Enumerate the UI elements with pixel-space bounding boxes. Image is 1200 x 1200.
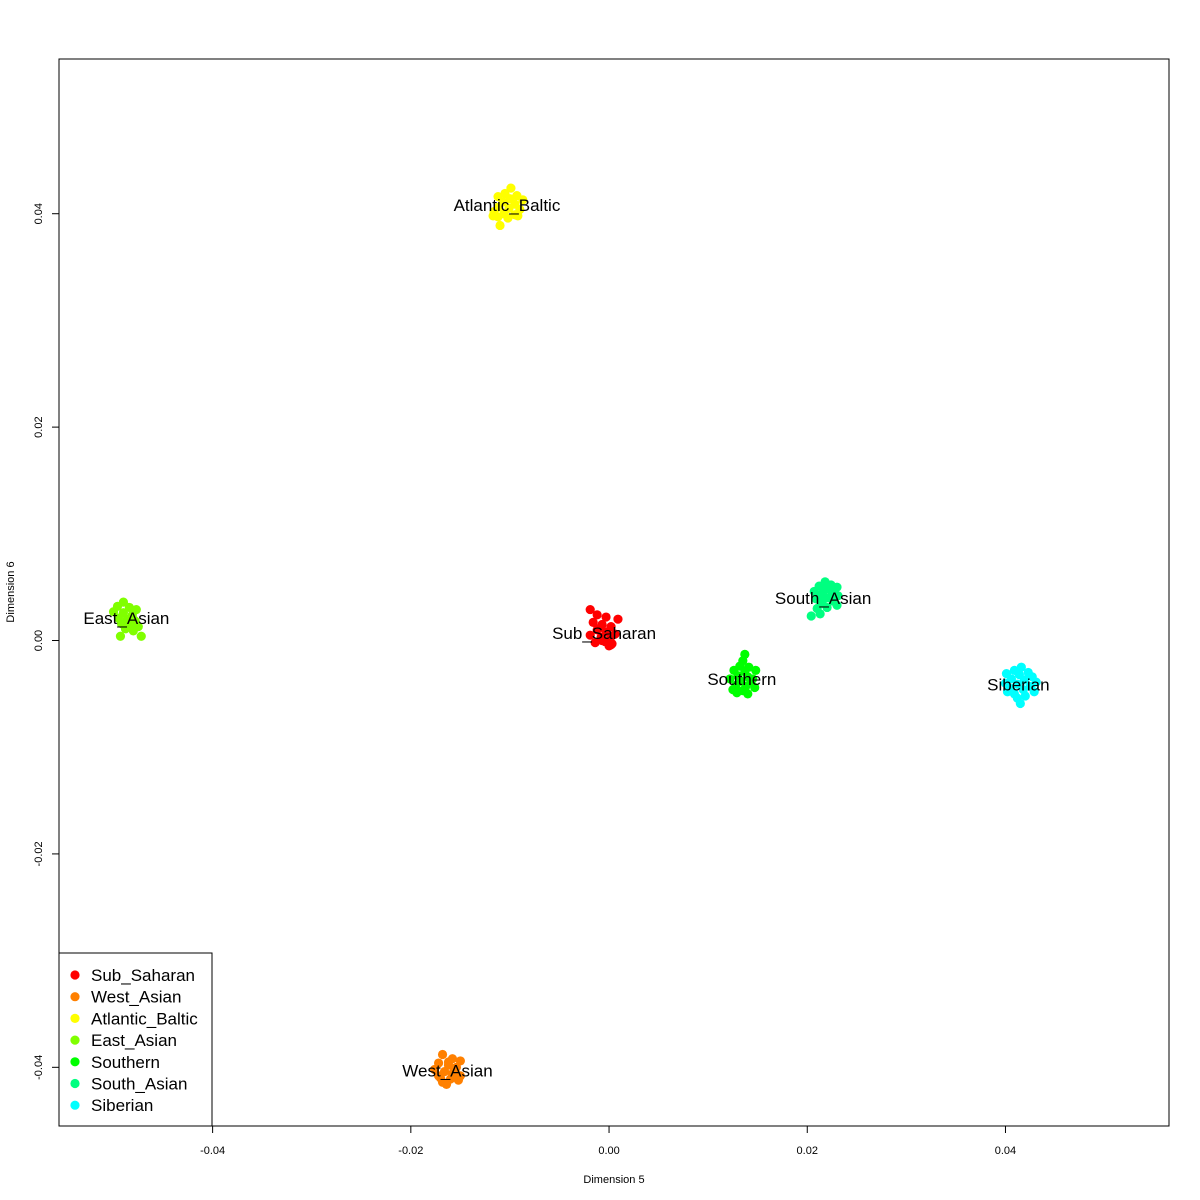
legend-label: Southern [91,1053,160,1072]
data-point [806,611,816,621]
x-tick-label: 0.00 [598,1145,619,1157]
cluster-labels: Sub_Saharan West_Asian Atlantic_Baltic East… [83,196,1049,1080]
data-point [809,586,819,597]
data-point [743,689,753,699]
data-point [585,604,595,615]
data-point [815,609,825,619]
y-tick-label: 0.04 [33,203,45,224]
data-point [604,641,614,651]
data-point [1019,675,1029,685]
data-point [129,615,139,625]
series-atlantic-baltic [488,183,528,231]
data-point [453,1075,464,1085]
y-axis: -0.04 -0.02 0.00 0.02 0.04 [33,203,60,1080]
data-point [597,635,607,646]
data-point [488,211,498,221]
data-point [513,211,523,221]
legend-label: West_Asian [91,988,181,1007]
legend-marker [70,992,80,1002]
x-tick-label: 0.02 [797,1145,818,1157]
x-tick-label: 0.04 [995,1145,1016,1157]
cluster-label: Sub_Saharan [552,624,656,643]
data-point [751,665,761,675]
data-point [1016,662,1026,672]
data-point [585,630,595,640]
series-sub-saharan [585,604,623,651]
data-point [1020,691,1030,701]
data-point [601,612,611,622]
data-point [750,682,760,693]
cluster-label: Southern [707,670,776,689]
y-tick-label: 0.00 [33,630,45,651]
data-point [822,602,832,613]
data-point [725,674,735,684]
legend-marker [70,1013,80,1024]
data-point [748,674,758,684]
data-point [590,638,600,648]
data-point [613,614,623,624]
data-point [592,610,602,620]
x-axis: -0.04 -0.02 0.00 0.02 0.04 [200,1125,1016,1157]
cluster-label: South_Asian [775,589,871,608]
legend-label: Sub_Saharan [91,966,195,985]
legend-label: South_Asian [91,1075,187,1094]
cluster-label: Siberian [987,675,1049,694]
data-point [124,602,134,613]
data-point [495,220,505,231]
data-point [433,1071,444,1081]
plot-frame [58,58,1170,1127]
y-tick-label: -0.04 [33,1055,45,1080]
legend-box [58,952,213,1127]
data-point [506,183,516,193]
legend-marker [70,1035,80,1045]
data-point [1002,687,1013,697]
data-point [832,600,842,610]
data-point [732,688,742,698]
legend-label: East_Asian [91,1031,177,1050]
data-point [443,1057,454,1067]
data-point [1029,687,1039,697]
legend-marker [70,1100,80,1110]
data-point [128,626,138,636]
cluster-label: Atlantic_Baltic [454,196,561,215]
data-point [593,624,603,634]
data-point [518,195,528,205]
data-point [1012,679,1022,689]
data-point [136,631,146,641]
series-siberian [1000,662,1041,709]
y-axis-title: Dimension 6 [5,561,17,622]
x-axis-title: Dimension 5 [583,1174,644,1186]
data-point [588,617,598,627]
data-point [1015,698,1025,709]
cluster-label: East_Asian [83,609,169,628]
data-point [441,1079,452,1089]
series-west-asian [430,1049,465,1089]
legend-label: Atlantic_Baltic [91,1009,198,1028]
y-tick-label: -0.02 [33,841,45,866]
data-point [437,1049,448,1060]
data-point [449,1065,460,1076]
data-points [108,183,1041,1089]
x-tick-label: -0.02 [398,1145,423,1157]
legend-marker [70,970,80,980]
data-point [115,631,126,641]
cluster-label: West_Asian [402,1062,492,1081]
legend-marker [70,1057,80,1067]
legend-label: Siberian [91,1096,153,1115]
series-southern [725,649,761,699]
data-point [108,607,119,617]
legend: Sub_Saharan West_Asian Atlantic_Baltic East… [58,952,213,1127]
x-tick-label: -0.04 [200,1145,225,1157]
y-tick-label: 0.02 [33,416,45,437]
series-south-asian [806,577,843,621]
data-point [503,213,513,223]
data-point [120,624,131,634]
legend-marker [70,1078,80,1089]
series-east-asian [108,597,146,641]
